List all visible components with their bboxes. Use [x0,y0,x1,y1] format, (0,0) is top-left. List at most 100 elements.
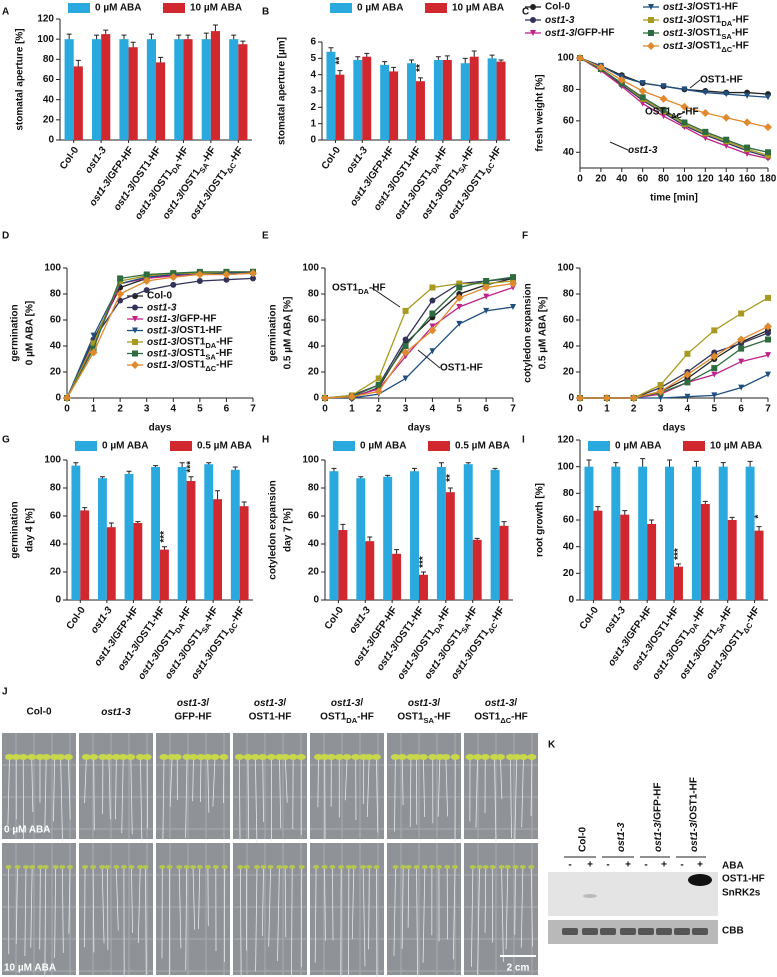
x-axis-label: days [663,423,686,434]
y-tick-label: 0 [568,393,574,404]
seedling [527,754,537,760]
seedling [504,865,511,869]
point [402,336,409,343]
bar [177,467,187,600]
y-axis-label: 0.5 µM ABA [%] [538,297,549,370]
seedling [176,865,183,869]
seedling [99,865,106,869]
root [445,758,449,817]
seedling [188,754,198,760]
cbb-band [620,928,636,935]
plate-photo [233,843,307,977]
root [247,758,250,841]
root [185,868,188,971]
seedling [320,754,330,760]
point [375,375,382,382]
band [688,874,712,886]
root [101,868,105,944]
y-tick-label: 20 [308,367,320,378]
y-tick-label: 0 [55,393,61,404]
y-tick-label: 20 [43,114,55,125]
bar [754,530,764,600]
seedling [183,865,190,869]
seedling [142,754,152,760]
root [67,758,71,820]
bar [329,471,339,600]
treatment-label: - [644,860,647,871]
plate [464,733,538,839]
x-tick-label: 1 [604,404,610,415]
series-line [579,57,769,98]
root [422,758,426,817]
y-tick-label: 80 [50,483,62,494]
bar [584,466,594,600]
legend-marker [648,30,654,36]
row-label: 10 µM ABA [4,963,56,974]
point [702,135,709,142]
seedling [298,865,305,869]
bar [174,39,184,140]
bar [238,44,248,141]
row-label: 0 µM ABA [4,825,51,836]
y-tick-label: 0 [568,595,574,606]
seedling [418,754,428,760]
point [617,76,626,84]
root [198,868,201,929]
legend-label: 10 µM ABA [452,3,504,14]
point [402,375,409,382]
legend-swatch [68,3,90,13]
column-label: GFP-HF [174,712,211,723]
seedling [266,754,276,760]
bar [647,524,657,600]
root [61,868,64,953]
legend-label: ost1-3 [147,302,177,313]
point [63,394,71,402]
plate-photo [310,843,384,977]
significance-label: *** [159,531,170,543]
y-tick-label: 100 [37,34,54,45]
point [684,350,691,357]
root [192,868,196,930]
seedling [159,754,169,760]
y-tick-label: 0 [313,393,319,404]
seedling [390,754,400,760]
series-line [66,272,254,399]
seedling [104,754,114,760]
point [681,119,688,126]
point [711,371,718,378]
x-tick-label: 6 [738,404,744,415]
y-tick-label: 20 [308,567,320,578]
root [199,758,202,802]
point [744,92,751,99]
x-tick-label: 1 [349,404,355,415]
seedling [137,865,144,869]
seedling [89,754,99,760]
point [401,348,410,357]
point [657,395,664,401]
seedling [450,754,460,760]
bar [469,56,479,141]
bar [213,499,222,600]
root [344,758,348,801]
series-line [579,57,769,128]
seedling [120,865,127,869]
point [629,394,638,402]
x-tick-label: 40 [616,174,628,185]
row-label: CBB [722,926,744,937]
seedling [267,865,274,869]
point [510,304,516,310]
plate [310,843,384,975]
point [576,394,584,402]
root [268,868,271,947]
cbb-band [600,928,616,935]
root [393,868,396,956]
seedling [18,754,28,760]
point [765,330,771,336]
point [170,281,177,288]
legend-label: 10 µM ABA [710,441,762,452]
root [145,868,147,975]
root [169,758,173,807]
seedling [128,865,135,869]
root [255,868,258,972]
point [743,118,752,127]
